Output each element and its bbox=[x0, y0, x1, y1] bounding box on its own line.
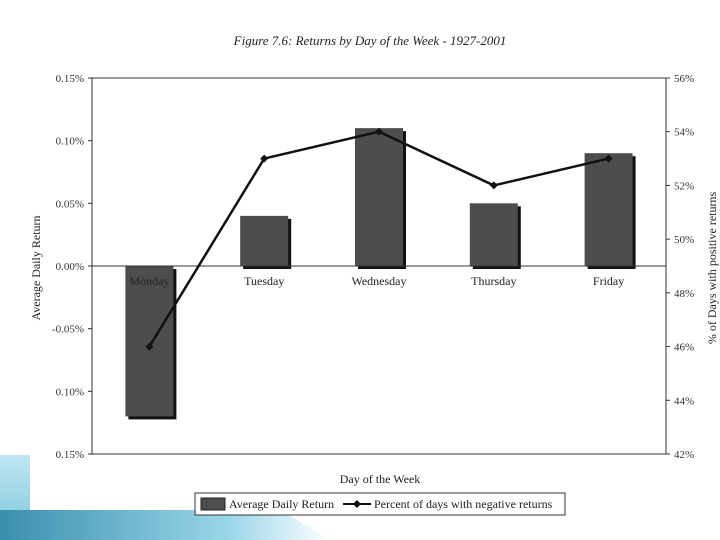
legend: Average Daily Return Percent of days wit… bbox=[194, 492, 566, 516]
x-axis-label: Day of the Week bbox=[340, 472, 420, 486]
right-tick-label: 50% bbox=[674, 234, 694, 246]
line-point-monday bbox=[145, 342, 154, 351]
line-point-tuesday bbox=[260, 154, 269, 163]
chart-title: Figure 7.6: Returns by Day of the Week -… bbox=[233, 33, 507, 48]
left-tick-label: 0.05% bbox=[56, 198, 84, 210]
right-tick-label: 56% bbox=[674, 73, 694, 85]
right-tick-label: 48% bbox=[674, 288, 694, 300]
line-series bbox=[145, 127, 613, 351]
line-point-wednesday bbox=[375, 127, 383, 136]
category-labels: Monday Tuesday Wednesday Thursday Friday bbox=[129, 274, 624, 288]
legend-label-percent-negative: Percent of days with negative returns bbox=[374, 497, 553, 511]
left-tick-label: -0.05% bbox=[52, 324, 84, 336]
bar-thursday bbox=[469, 203, 518, 266]
line-point-thursday bbox=[489, 181, 498, 190]
right-tick-label: 54% bbox=[674, 127, 694, 139]
legend-swatch-bar bbox=[200, 497, 226, 511]
category-label-friday: Friday bbox=[593, 274, 624, 288]
right-tick-label: 42% bbox=[674, 449, 694, 461]
right-axis-ticks: 56% 54% 52% 50% 48% 46% 44% 42% bbox=[666, 73, 694, 461]
left-tick-label: 0.10% bbox=[56, 386, 84, 398]
category-label-wednesday: Wednesday bbox=[351, 274, 406, 288]
category-label-thursday: Thursday bbox=[471, 274, 516, 288]
bar-tuesday bbox=[240, 215, 289, 266]
y-axis-label-right: % of Days with positive returns bbox=[705, 192, 719, 345]
category-label-monday: Monday bbox=[129, 274, 169, 288]
y-axis-label-left: Average Daily Return bbox=[29, 215, 43, 320]
right-tick-label: 46% bbox=[674, 342, 694, 354]
legend-swatch-marker bbox=[353, 500, 361, 508]
left-tick-label: 0.00% bbox=[56, 261, 84, 273]
left-tick-label: 0.10% bbox=[56, 136, 84, 148]
bar-friday bbox=[584, 153, 633, 266]
category-label-tuesday: Tuesday bbox=[244, 274, 284, 288]
left-tick-label: 0.15% bbox=[56, 73, 84, 85]
right-tick-label: 52% bbox=[674, 180, 694, 192]
line-point-friday bbox=[604, 154, 613, 163]
left-tick-label: 0.15% bbox=[56, 449, 84, 461]
bar-monday bbox=[125, 266, 174, 417]
legend-label-average-daily-return: Average Daily Return bbox=[229, 497, 334, 511]
bar-wednesday bbox=[355, 128, 403, 266]
right-tick-label: 44% bbox=[674, 395, 694, 407]
bar-series bbox=[125, 128, 636, 420]
legend-box bbox=[194, 492, 566, 516]
left-axis-ticks: 0.15% 0.10% 0.05% 0.00% -0.05% 0.10% 0.15% bbox=[52, 73, 92, 461]
